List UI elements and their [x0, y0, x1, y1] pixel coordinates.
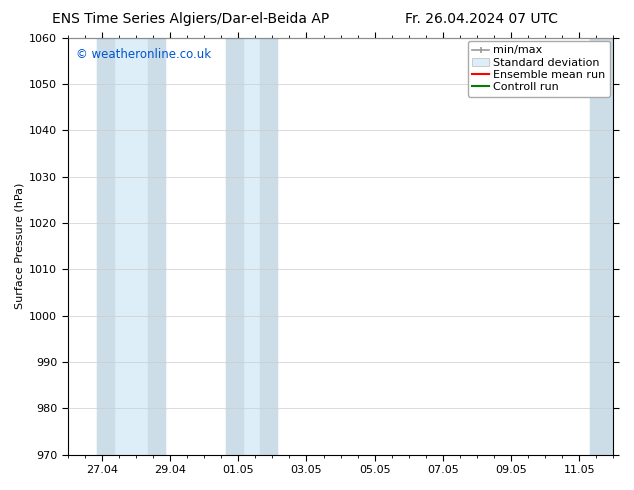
- Text: ENS Time Series Algiers/Dar-el-Beida AP: ENS Time Series Algiers/Dar-el-Beida AP: [51, 12, 329, 26]
- Bar: [261, 38, 278, 455]
- Text: © weatheronline.co.uk: © weatheronline.co.uk: [76, 48, 211, 61]
- Bar: [590, 38, 614, 455]
- Bar: [226, 38, 243, 455]
- Bar: [590, 38, 614, 455]
- Legend: min/max, Standard deviation, Ensemble mean run, Controll run: min/max, Standard deviation, Ensemble me…: [468, 41, 610, 97]
- Y-axis label: Surface Pressure (hPa): Surface Pressure (hPa): [15, 183, 25, 309]
- Text: Fr. 26.04.2024 07 UTC: Fr. 26.04.2024 07 UTC: [405, 12, 559, 26]
- Bar: [148, 38, 165, 455]
- Bar: [97, 38, 165, 455]
- Bar: [97, 38, 113, 455]
- Title: ENS Time Series Algiers/Dar-el-Beida AP      Fr. 26.04.2024 07 UTC: ENS Time Series Algiers/Dar-el-Beida AP …: [0, 489, 1, 490]
- Bar: [226, 38, 278, 455]
